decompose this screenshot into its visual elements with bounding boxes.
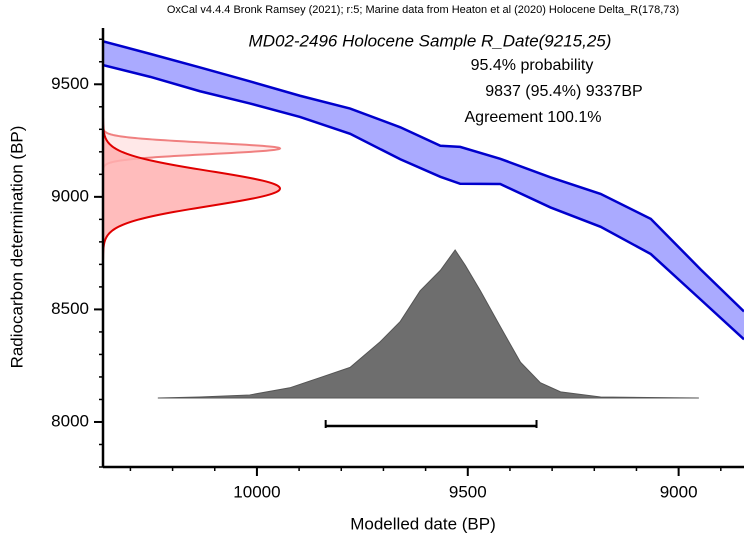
annotation: Agreement 100.1% (465, 109, 602, 126)
annotation: 95.4% probability (471, 57, 594, 74)
y-axis-label: Radiocarbon determination (BP) (7, 126, 26, 369)
x-axis-label: Modelled date (BP) (350, 514, 496, 533)
calibration-band (103, 41, 744, 340)
calibration-lower (103, 63, 744, 341)
y-tick-label: 9000 (51, 186, 89, 205)
y-tick-label: 8000 (51, 411, 89, 430)
calibration-upper (103, 40, 744, 313)
y-tick-label: 8500 (51, 299, 89, 318)
radiocarbon-distribution (103, 118, 282, 259)
x-tick-label: 10000 (233, 482, 280, 501)
x-tick-label: 9500 (449, 482, 487, 501)
posterior (157, 249, 699, 399)
x-tick-label: 9000 (660, 482, 698, 501)
annotation: 9837 (95.4%) 9337BP (485, 83, 642, 100)
plot (103, 40, 744, 399)
header: OxCal v4.4.4 Bronk Ramsey (2021); r:5; M… (167, 4, 679, 16)
y-tick-label: 9500 (51, 74, 89, 93)
chart-title: MD02-2496 Holocene Sample R_Date(9215,25… (249, 31, 612, 50)
